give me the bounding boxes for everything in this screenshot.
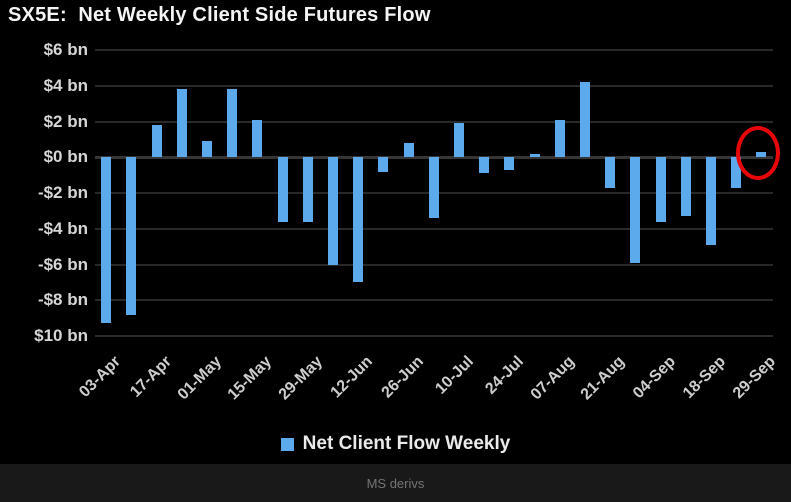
y-tick-label: $6 bn <box>43 40 88 59</box>
bar-24-Apr <box>176 89 187 158</box>
gridline--8bn <box>95 299 773 302</box>
bar-25-Sep <box>731 157 742 188</box>
footer-text: MS derivs <box>366 475 425 491</box>
bar-10-Jul <box>454 123 464 158</box>
bar-12-Jun <box>353 157 364 283</box>
y-tick-label: $2 bn <box>43 111 88 131</box>
y-tick-label: -$6 bn <box>37 254 88 274</box>
y-tick-label: $0 bn <box>43 147 88 167</box>
bar-21-Aug <box>605 157 616 188</box>
bar-04-Sep <box>655 157 666 222</box>
y-tick-label: -$8 bn <box>37 290 88 310</box>
gridline-6bn <box>95 49 773 51</box>
bar-14-Aug <box>580 82 590 158</box>
y-tick-label: -$2 bn <box>37 183 88 202</box>
bar-07-Aug <box>554 119 565 158</box>
bar-15-May <box>252 119 263 158</box>
y-axis: $6 bn $4 bn $2 bn $0 bn -$2 bn -$4 bn -$6 bn -$… <box>0 40 88 345</box>
gridline-4bn <box>95 84 773 87</box>
y-tick-label: $10 bn <box>34 326 88 345</box>
bar-17-Apr <box>151 125 162 158</box>
bar-28-Aug <box>630 157 641 263</box>
bar-29-May <box>302 157 313 222</box>
bar-17-Jul <box>479 157 490 174</box>
bar-05-Jun <box>328 157 338 265</box>
gridline-2bn <box>95 120 773 123</box>
legend-label: Net Client Flow Weekly <box>302 433 511 454</box>
bar-22-May <box>277 157 288 222</box>
bar-08-May <box>227 89 238 158</box>
chart-title: SX5E: Net Weekly Client Side Futures Flo… <box>8 4 431 26</box>
bar-01-May <box>202 141 212 158</box>
y-tick-label: -$4 bn <box>37 218 88 238</box>
bar-03-Jul <box>428 157 439 219</box>
highlight-circle <box>736 126 781 181</box>
footer-bar: MS derivs <box>0 464 791 502</box>
gridline--10bn <box>95 335 773 337</box>
chart-legend: Net Client Flow Weekly <box>0 433 791 455</box>
bar-chart-plot-area <box>95 49 781 337</box>
bar-18-Sep <box>706 157 716 245</box>
bar-03-Apr <box>101 157 112 324</box>
x-axis: 03-Apr 17-Apr 01-May 15-May 29-May 12-Jun 26-J… <box>76 336 779 426</box>
bar-31-Jul <box>529 153 540 158</box>
gridline--4bn <box>95 227 773 230</box>
bar-24-Jul <box>504 157 515 170</box>
bar-19-Jun <box>378 157 389 172</box>
y-tick-label: $4 bn <box>43 75 88 95</box>
legend-swatch <box>280 437 294 451</box>
gridline--6bn <box>95 263 773 266</box>
bar-10-Apr <box>126 157 137 315</box>
bar-11-Sep <box>680 157 691 217</box>
bar-26-Jun <box>403 142 414 158</box>
